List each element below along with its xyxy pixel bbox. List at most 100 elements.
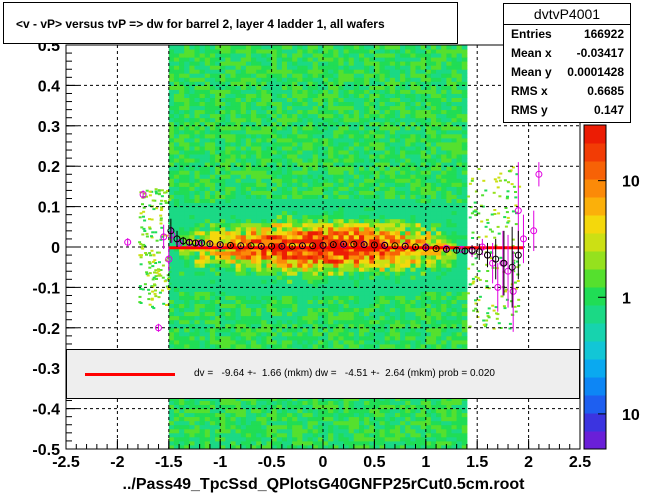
heatmap-cell xyxy=(312,85,319,90)
heatmap-cell xyxy=(271,311,278,317)
heatmap-cell xyxy=(359,445,365,450)
heatmap-cell xyxy=(384,218,391,224)
heatmap-cell xyxy=(184,335,190,341)
heatmap-cell xyxy=(297,271,303,276)
heatmap-cell xyxy=(395,283,401,288)
heatmap-cell xyxy=(251,263,257,268)
heatmap-cell xyxy=(199,142,206,147)
heatmap-cell xyxy=(276,162,283,167)
heatmap-cell xyxy=(405,97,411,102)
heatmap-cell xyxy=(209,424,216,430)
heatmap-cell xyxy=(374,129,380,135)
heatmap-cell xyxy=(199,271,206,276)
heatmap-cell xyxy=(297,69,303,74)
heatmap-cell xyxy=(307,263,314,268)
heatmap-cell xyxy=(400,146,406,151)
heatmap-cell xyxy=(389,267,396,272)
heatmap-cell xyxy=(415,404,422,410)
heatmap-cell xyxy=(225,69,231,74)
heatmap-cell xyxy=(353,190,360,195)
heatmap-cell xyxy=(307,73,314,78)
heatmap-cell xyxy=(302,404,308,410)
heatmap-cell xyxy=(199,57,206,62)
heatmap-cell xyxy=(251,319,257,325)
heatmap-cell xyxy=(220,146,226,151)
heatmap-cell xyxy=(225,436,231,442)
heatmap-cell xyxy=(287,279,293,284)
heatmap-cell xyxy=(204,222,211,228)
heatmap-cell xyxy=(168,299,175,304)
heatmap-cell xyxy=(328,81,334,86)
heatmap-cell xyxy=(199,315,206,321)
heatmap-cell xyxy=(374,412,380,418)
heatmap-cell xyxy=(353,327,360,333)
heatmap-cell xyxy=(297,97,303,102)
heatmap-cell xyxy=(348,89,355,94)
heatmap-cell xyxy=(302,105,308,111)
heatmap-cell xyxy=(312,214,319,220)
heatmap-cell xyxy=(353,440,360,446)
heatmap-cell xyxy=(235,412,242,418)
heatmap-cell xyxy=(261,404,267,410)
heatmap-cell xyxy=(235,154,242,159)
heatmap-cell xyxy=(204,230,211,236)
heatmap-cell xyxy=(199,428,206,434)
heatmap-cell xyxy=(184,174,190,179)
heatmap-cell xyxy=(317,182,324,187)
heatmap-cell xyxy=(389,81,396,86)
heatmap-cell xyxy=(415,416,422,422)
heatmap-cell xyxy=(369,315,375,321)
heatmap-cell xyxy=(415,291,422,296)
heatmap-cell xyxy=(379,303,386,309)
heatmap-cell xyxy=(395,146,401,151)
heatmap-cell xyxy=(333,436,339,442)
heatmap-cell xyxy=(251,287,257,292)
heatmap-cell xyxy=(410,287,416,292)
heatmap-cell xyxy=(348,105,355,111)
heatmap-cell xyxy=(261,335,267,341)
heatmap-cell xyxy=(323,170,329,175)
heatmap-cell xyxy=(302,170,308,175)
heatmap-cell xyxy=(420,295,427,300)
heatmap-cell xyxy=(317,323,324,329)
heatmap-cell xyxy=(184,142,190,147)
heatmap-cell xyxy=(168,335,175,341)
heatmap-cell xyxy=(204,154,211,159)
heatmap-cell xyxy=(189,218,195,224)
heatmap-cell xyxy=(420,154,427,159)
heatmap-cell xyxy=(240,327,247,333)
heatmap-cell xyxy=(415,150,422,155)
heatmap-cell xyxy=(281,267,288,272)
heatmap-cell xyxy=(297,206,303,212)
heatmap-cell xyxy=(348,445,355,450)
heatmap-cell xyxy=(384,202,391,208)
heatmap-cell xyxy=(389,319,396,325)
heatmap-cell xyxy=(359,158,365,163)
heatmap-cell xyxy=(225,117,231,123)
heatmap-cell xyxy=(173,202,180,208)
heatmap-cell xyxy=(225,267,231,272)
heatmap-cell xyxy=(328,428,334,434)
heatmap-cell xyxy=(256,271,262,276)
heatmap-cell xyxy=(348,428,355,434)
heatmap-cell xyxy=(317,230,324,236)
heatmap-cell xyxy=(173,279,180,284)
heatmap-cell xyxy=(251,267,257,272)
heatmap-cell xyxy=(400,440,406,446)
heatmap-cell xyxy=(338,97,344,102)
heatmap-cell xyxy=(256,170,262,175)
heatmap-cell xyxy=(400,436,406,442)
heatmap-cell xyxy=(209,129,216,135)
heatmap-cell xyxy=(348,210,355,216)
heatmap-cell xyxy=(333,142,339,147)
heatmap-cell xyxy=(276,61,283,66)
heatmap-cell xyxy=(364,412,370,418)
heatmap-cell xyxy=(338,93,344,98)
heatmap-cell xyxy=(400,420,406,426)
heatmap-cell xyxy=(271,230,278,236)
heatmap-cell xyxy=(405,287,411,292)
heatmap-cell xyxy=(194,77,201,82)
heatmap-cell xyxy=(374,303,380,309)
heatmap-cell xyxy=(179,194,185,199)
heatmap-cell xyxy=(364,57,370,62)
